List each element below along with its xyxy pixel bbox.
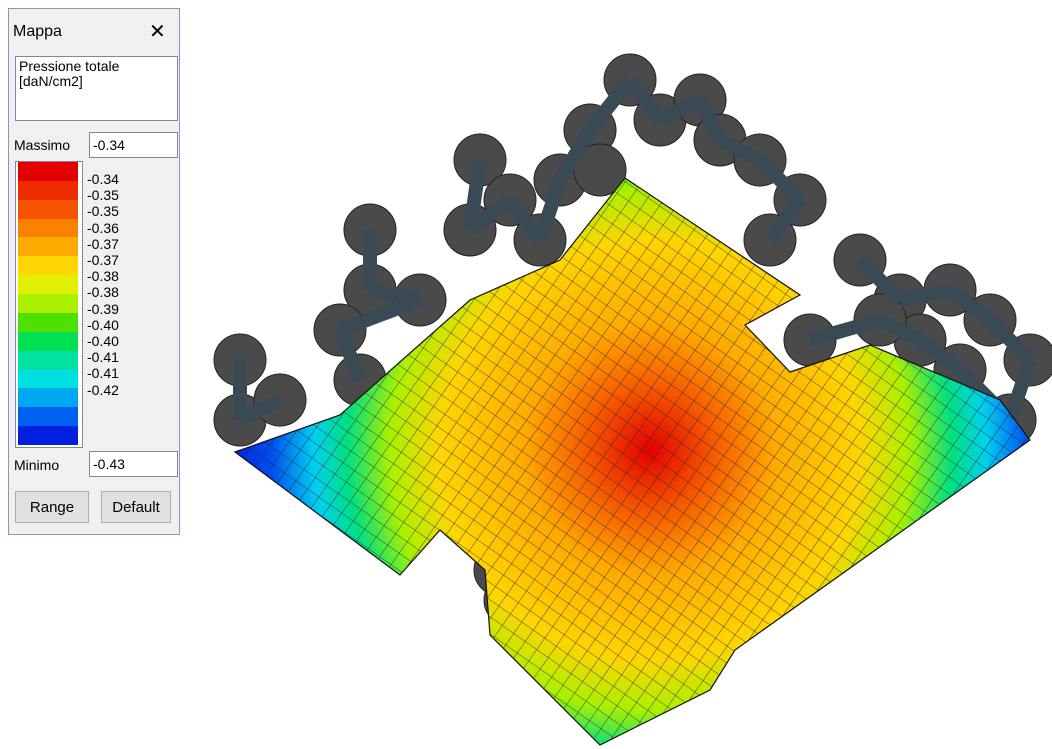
legend-label: -0.37 (87, 253, 119, 267)
close-button[interactable]: ✕ (149, 19, 166, 44)
surface-mesh (235, 178, 1030, 745)
max-input[interactable]: -0.34 (89, 132, 178, 158)
quantity-line: Pressione totale (19, 59, 174, 74)
legend-swatch (18, 294, 78, 313)
quantity-line: [daN/cm2] (19, 74, 174, 89)
legend-swatch (18, 407, 78, 426)
legend-label: -0.35 (87, 204, 119, 218)
map-panel: Mappa ✕ Pressione totale [daN/cm2] Massi… (8, 8, 180, 535)
default-button[interactable]: Default (101, 491, 171, 523)
legend-label: -0.42 (87, 383, 119, 397)
screen: Mappa ✕ Pressione totale [daN/cm2] Massi… (0, 0, 1052, 749)
panel-title: Mappa (13, 23, 62, 41)
legend-swatch (18, 256, 78, 275)
legend-swatch (18, 351, 78, 370)
legend-swatch (18, 200, 78, 219)
legend-label: -0.40 (87, 334, 119, 348)
color-legend (15, 161, 83, 448)
legend-swatch (18, 370, 78, 389)
legend-label: -0.39 (87, 302, 119, 316)
legend-label: -0.36 (87, 221, 119, 235)
legend-swatch (18, 275, 78, 294)
legend-label: -0.38 (87, 285, 119, 299)
legend-label: -0.38 (87, 269, 119, 283)
min-input[interactable]: -0.43 (89, 451, 178, 477)
legend-swatch (18, 219, 78, 238)
legend-label: -0.37 (87, 237, 119, 251)
min-label: Minimo (14, 457, 59, 473)
quantity-box: Pressione totale [daN/cm2] (15, 56, 178, 121)
legend-label: -0.34 (87, 172, 119, 186)
legend-label: -0.40 (87, 318, 119, 332)
beam (900, 290, 950, 300)
max-label: Massimo (14, 137, 70, 153)
legend-swatch (18, 426, 78, 445)
legend-swatch (18, 181, 78, 200)
legend-swatch (18, 332, 78, 351)
legend-swatch (18, 237, 78, 256)
range-button[interactable]: Range (15, 491, 89, 523)
legend-swatch (18, 162, 78, 181)
legend-swatch (18, 388, 78, 407)
legend-swatch (18, 313, 78, 332)
legend-label: -0.35 (87, 188, 119, 202)
legend-label: -0.41 (87, 366, 119, 380)
legend-label: -0.41 (87, 350, 119, 364)
